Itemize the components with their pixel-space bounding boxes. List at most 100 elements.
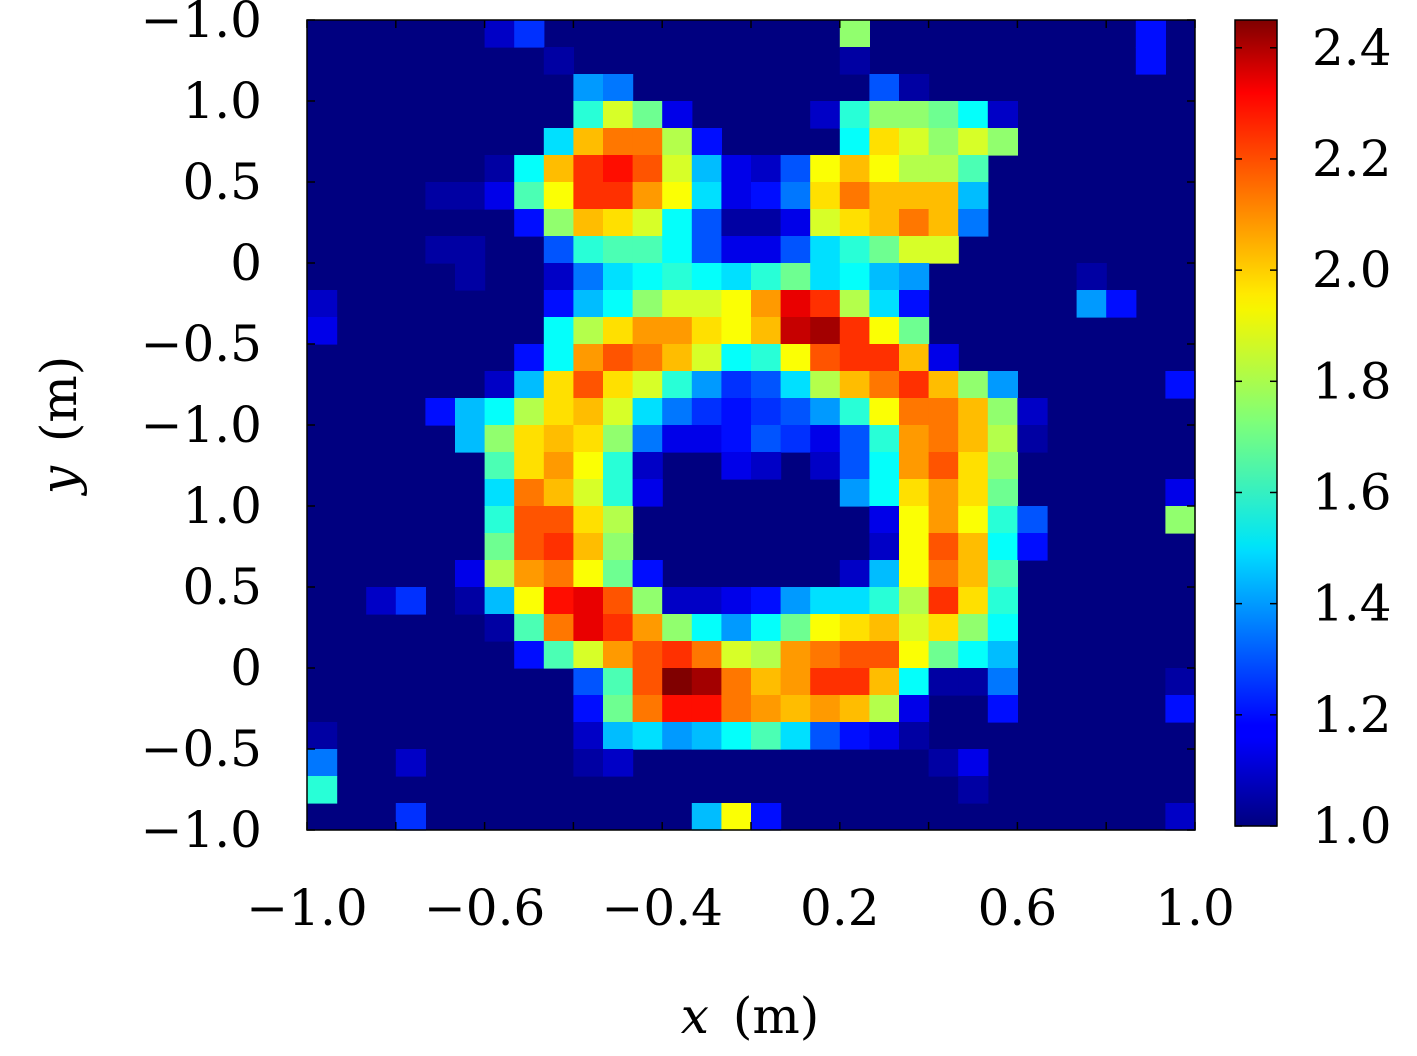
heatmap-cell: [899, 101, 930, 129]
heatmap-cell: [839, 641, 870, 669]
heatmap-cell: [987, 425, 1018, 453]
heatmap-cell: [987, 695, 1018, 723]
colorbar-tick-label: 2.4: [1312, 19, 1392, 77]
heatmap-cell: [603, 479, 634, 507]
heatmap-cell: [1165, 668, 1196, 696]
heatmap-cell: [810, 398, 841, 426]
heatmap-cell: [869, 587, 900, 615]
heatmap-cell: [632, 209, 663, 237]
heatmap-cell: [603, 209, 634, 237]
heatmap-cell: [751, 371, 782, 399]
heatmap-cell: [751, 452, 782, 480]
heatmap-cell: [721, 641, 752, 669]
heatmap-cell: [573, 506, 604, 534]
heatmap-cell: [514, 344, 545, 372]
x-tick-label: 1.0: [1155, 879, 1235, 937]
heatmap-cell: [958, 560, 989, 588]
heatmap-cell: [395, 749, 426, 777]
heatmap-cell: [721, 371, 752, 399]
heatmap-cell: [869, 614, 900, 642]
heatmap-cell: [543, 371, 574, 399]
heatmap-cell: [573, 182, 604, 210]
heatmap-cell: [899, 128, 930, 156]
heatmap-cell: [987, 668, 1018, 696]
heatmap-cell: [691, 128, 722, 156]
heatmap-cell: [839, 371, 870, 399]
heatmap-cell: [573, 452, 604, 480]
heatmap-cell: [632, 452, 663, 480]
heatmap-cell: [662, 317, 693, 345]
heatmap-cell: [514, 533, 545, 561]
heatmap-cell: [780, 398, 811, 426]
heatmap-cell: [958, 776, 989, 804]
heatmap-cell: [691, 317, 722, 345]
heatmap-cell: [928, 641, 959, 669]
heatmap-cell: [869, 236, 900, 264]
heatmap-cell: [662, 668, 693, 696]
heatmap-cell: [632, 614, 663, 642]
heatmap-cell: [839, 209, 870, 237]
heatmap-cell: [1165, 506, 1196, 534]
heatmap-cell: [958, 614, 989, 642]
heatmap-cell: [514, 479, 545, 507]
heatmap-cell: [899, 236, 930, 264]
heatmap-cell: [987, 560, 1018, 588]
heatmap-cell: [1165, 695, 1196, 723]
heatmap-cell: [455, 263, 486, 291]
heatmap-cell: [691, 182, 722, 210]
heatmap-cell: [839, 668, 870, 696]
heatmap-cell: [543, 533, 574, 561]
heatmap-cell: [780, 614, 811, 642]
heatmap-cell: [780, 587, 811, 615]
heatmap-cell: [810, 263, 841, 291]
heatmap-cell: [603, 425, 634, 453]
heatmap-cell: [573, 425, 604, 453]
y-tick-label: −0.5: [141, 315, 262, 373]
heatmap-cell: [632, 182, 663, 210]
heatmap-cell: [662, 587, 693, 615]
heatmap-cell: [455, 560, 486, 588]
heatmap-cell: [899, 398, 930, 426]
heatmap-cell: [543, 263, 574, 291]
heatmap-cell: [573, 263, 604, 291]
heatmap-cell: [603, 749, 634, 777]
heatmap-cell: [307, 317, 338, 345]
heatmap-cell: [780, 209, 811, 237]
y-tick-label: 0.5: [182, 558, 262, 616]
heatmap-cell: [810, 101, 841, 129]
heatmap-cell: [662, 695, 693, 723]
heatmap-cells: [307, 20, 1196, 831]
heatmap-cell: [751, 290, 782, 318]
heatmap-cell: [839, 398, 870, 426]
heatmap-cell: [751, 803, 782, 831]
heatmap-cell: [928, 182, 959, 210]
heatmap-cell: [869, 101, 900, 129]
heatmap-cell: [632, 290, 663, 318]
heatmap-cell: [662, 290, 693, 318]
heatmap-cell: [691, 614, 722, 642]
heatmap-cell: [455, 587, 486, 615]
heatmap-cell: [484, 425, 515, 453]
heatmap-cell: [632, 155, 663, 183]
heatmap-cell: [810, 452, 841, 480]
heatmap-cell: [810, 371, 841, 399]
heatmap-cell: [780, 722, 811, 750]
heatmap-cell: [1017, 425, 1048, 453]
heatmap-cell: [839, 290, 870, 318]
heatmap-cell: [810, 695, 841, 723]
heatmap-cell: [543, 425, 574, 453]
heatmap-cell: [603, 182, 634, 210]
heatmap-cell: [662, 722, 693, 750]
heatmap-cell: [632, 587, 663, 615]
heatmap-cell: [869, 506, 900, 534]
heatmap-cell: [691, 803, 722, 831]
heatmap-cell: [721, 695, 752, 723]
heatmap-cell: [484, 398, 515, 426]
heatmap-cell: [928, 560, 959, 588]
colorbar-tick-label: 1.2: [1312, 686, 1392, 744]
heatmap-cell: [603, 560, 634, 588]
heatmap-cell: [839, 20, 870, 48]
heatmap-cell: [928, 587, 959, 615]
heatmap-cell: [899, 371, 930, 399]
